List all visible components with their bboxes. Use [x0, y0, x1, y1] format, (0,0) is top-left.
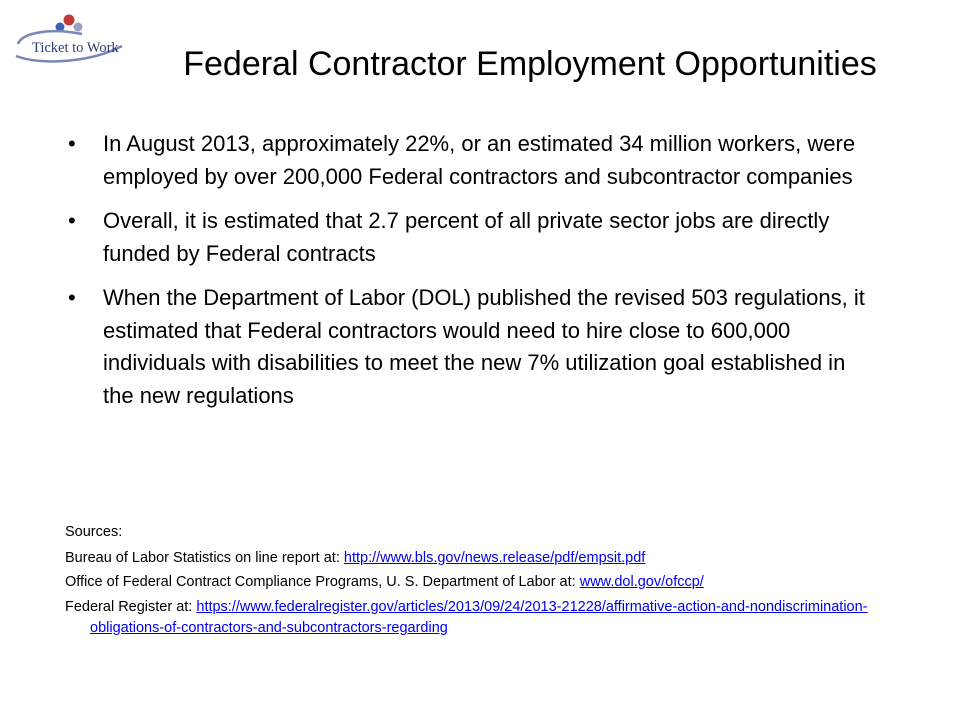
ofccp-link[interactable]: www.dol.gov/ofccp/: [579, 574, 704, 590]
source-prefix: Bureau of Labor Statistics on line repor…: [65, 549, 344, 566]
source-item-bls: Bureau of Labor Statistics on line repor…: [65, 548, 925, 570]
logo-text: Ticket to Work: [32, 40, 119, 56]
source-prefix: Federal Register at:: [65, 598, 197, 615]
source-prefix: Office of Federal Contract Compliance Pr…: [65, 574, 580, 590]
logo-dot-blue: [55, 22, 65, 32]
bullet-dot: •: [68, 285, 76, 310]
logo-dot-gray: [73, 22, 83, 32]
bullet-item: • Overall, it is estimated that 2.7 perc…: [68, 205, 868, 270]
logo-graphic: Ticket to Work: [15, 14, 123, 63]
bullet-list: • In August 2013, approximately 22%, or …: [68, 128, 868, 424]
source-item-ofccp: Office of Federal Contract Compliance Pr…: [65, 572, 925, 594]
logo-swoosh-top: [16, 30, 83, 45]
bullet-dot: •: [68, 131, 76, 156]
bullet-text: When the Department of Labor (DOL) publi…: [103, 285, 865, 408]
logo-swoosh-bottom: [15, 44, 123, 63]
logo-dot-red: [63, 14, 75, 26]
federal-register-link[interactable]: https://www.federalregister.gov/articles…: [90, 598, 868, 637]
bullet-item: • When the Department of Labor (DOL) pub…: [68, 282, 868, 412]
bullet-dot: •: [68, 208, 76, 233]
source-item-federal-register: Federal Register at: https://www.federal…: [65, 597, 925, 640]
ticket-to-work-logo: Ticket to Work: [12, 8, 127, 66]
bls-report-link[interactable]: http://www.bls.gov/news.release/pdf/emps…: [343, 549, 646, 566]
bullet-item: • In August 2013, approximately 22%, or …: [68, 128, 868, 193]
bullet-text: In August 2013, approximately 22%, or an…: [103, 131, 856, 189]
bullet-text: Overall, it is estimated that 2.7 percen…: [103, 208, 830, 266]
sources-label: Sources:: [65, 524, 123, 540]
slide-title: Federal Contractor Employment Opportunit…: [183, 45, 877, 83]
sources-section: Sources: Bureau of Labor Statistics on l…: [65, 522, 925, 643]
